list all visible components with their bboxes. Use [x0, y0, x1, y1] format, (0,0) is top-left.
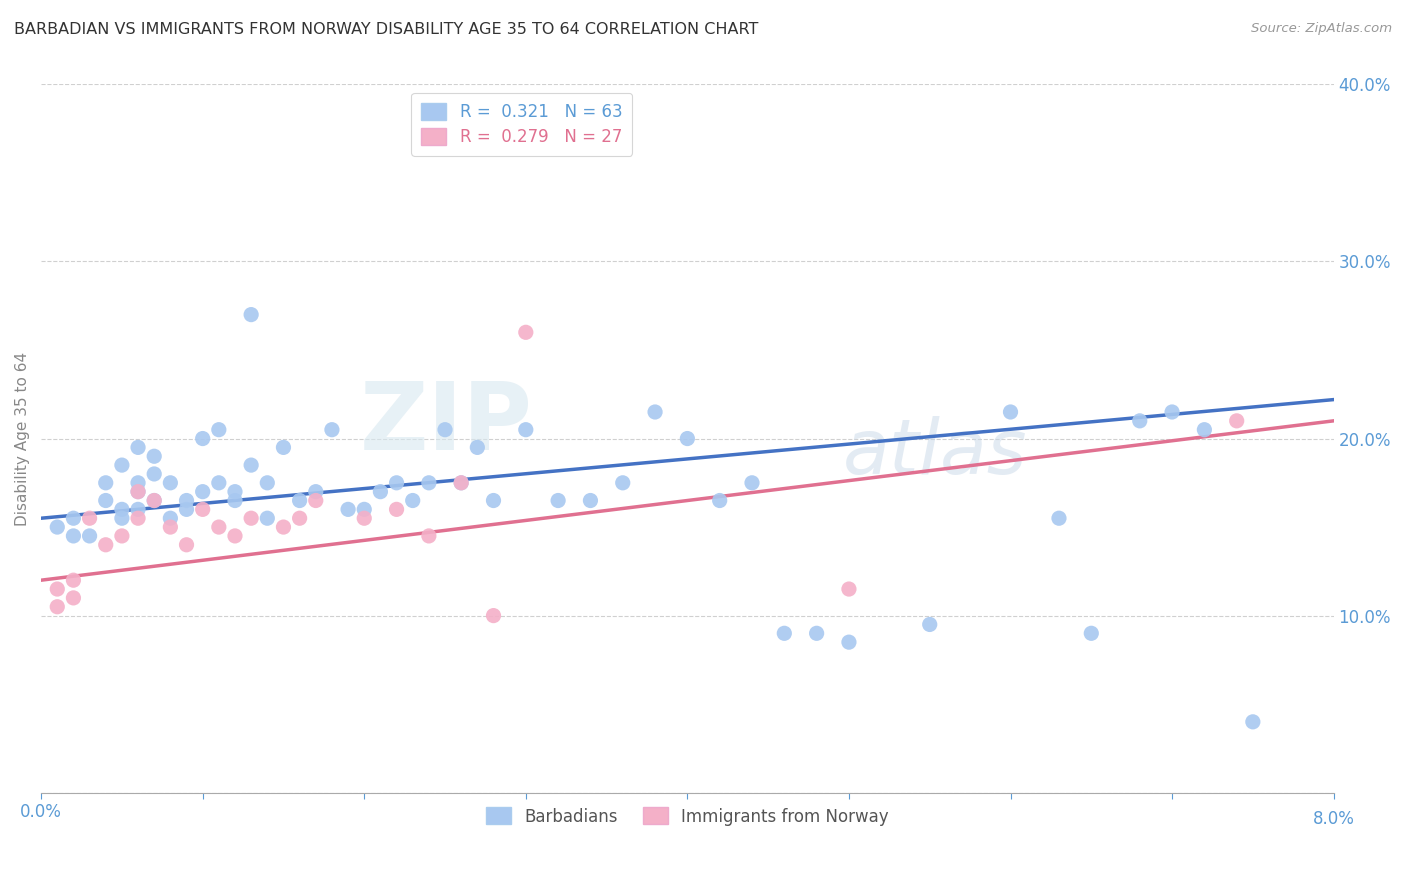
Point [337, 502, 360, 516]
Point [224, 529, 246, 543]
Point [370, 484, 392, 499]
Point [482, 493, 505, 508]
Point [240, 511, 263, 525]
Point [273, 520, 295, 534]
Point [143, 467, 166, 481]
Point [482, 608, 505, 623]
Text: 8.0%: 8.0% [1313, 810, 1354, 829]
Point [353, 511, 375, 525]
Point [79, 529, 101, 543]
Point [191, 432, 214, 446]
Point [208, 423, 231, 437]
Legend: Barbadians, Immigrants from Norway: Barbadians, Immigrants from Norway [478, 799, 897, 834]
Point [1161, 405, 1184, 419]
Point [94, 538, 117, 552]
Point [127, 502, 149, 516]
Point [256, 511, 278, 525]
Point [741, 475, 763, 490]
Point [127, 441, 149, 455]
Point [46, 582, 69, 596]
Point [1194, 423, 1216, 437]
Point [159, 475, 181, 490]
Point [127, 475, 149, 490]
Point [111, 529, 134, 543]
Point [1080, 626, 1102, 640]
Point [321, 423, 343, 437]
Point [256, 475, 278, 490]
Point [288, 493, 311, 508]
Point [143, 493, 166, 508]
Point [515, 423, 537, 437]
Point [676, 432, 699, 446]
Point [1226, 414, 1249, 428]
Point [143, 493, 166, 508]
Point [918, 617, 941, 632]
Point [806, 626, 828, 640]
Point [127, 511, 149, 525]
Point [143, 449, 166, 463]
Point [46, 599, 69, 614]
Point [62, 529, 84, 543]
Point [62, 511, 84, 525]
Point [385, 502, 408, 516]
Point [418, 529, 440, 543]
Point [191, 484, 214, 499]
Point [402, 493, 425, 508]
Point [450, 475, 472, 490]
Point [288, 511, 311, 525]
Text: Source: ZipAtlas.com: Source: ZipAtlas.com [1251, 22, 1392, 36]
Point [127, 484, 149, 499]
Text: BARBADIAN VS IMMIGRANTS FROM NORWAY DISABILITY AGE 35 TO 64 CORRELATION CHART: BARBADIAN VS IMMIGRANTS FROM NORWAY DISA… [14, 22, 758, 37]
Point [612, 475, 634, 490]
Point [273, 441, 295, 455]
Point [1000, 405, 1022, 419]
Point [208, 475, 231, 490]
Point [515, 326, 537, 340]
Point [240, 458, 263, 472]
Text: ZIP: ZIP [360, 378, 533, 470]
Point [450, 475, 472, 490]
Point [176, 493, 198, 508]
Point [1241, 714, 1264, 729]
Point [94, 475, 117, 490]
Point [773, 626, 796, 640]
Point [62, 573, 84, 587]
Point [467, 441, 489, 455]
Point [111, 502, 134, 516]
Point [159, 520, 181, 534]
Point [1047, 511, 1070, 525]
Point [838, 635, 860, 649]
Point [644, 405, 666, 419]
Point [224, 484, 246, 499]
Point [838, 582, 860, 596]
Point [547, 493, 569, 508]
Point [127, 484, 149, 499]
Point [176, 502, 198, 516]
Point [159, 511, 181, 525]
Point [418, 475, 440, 490]
Point [111, 511, 134, 525]
Point [62, 591, 84, 605]
Point [709, 493, 731, 508]
Point [385, 475, 408, 490]
Point [305, 493, 328, 508]
Point [1129, 414, 1152, 428]
Point [579, 493, 602, 508]
Point [79, 511, 101, 525]
Point [94, 493, 117, 508]
Point [434, 423, 457, 437]
Point [191, 502, 214, 516]
Point [176, 538, 198, 552]
Point [46, 520, 69, 534]
Point [224, 493, 246, 508]
Point [240, 308, 263, 322]
Y-axis label: Disability Age 35 to 64: Disability Age 35 to 64 [15, 351, 30, 525]
Point [353, 502, 375, 516]
Point [305, 484, 328, 499]
Text: atlas: atlas [842, 416, 1026, 490]
Point [208, 520, 231, 534]
Point [111, 458, 134, 472]
